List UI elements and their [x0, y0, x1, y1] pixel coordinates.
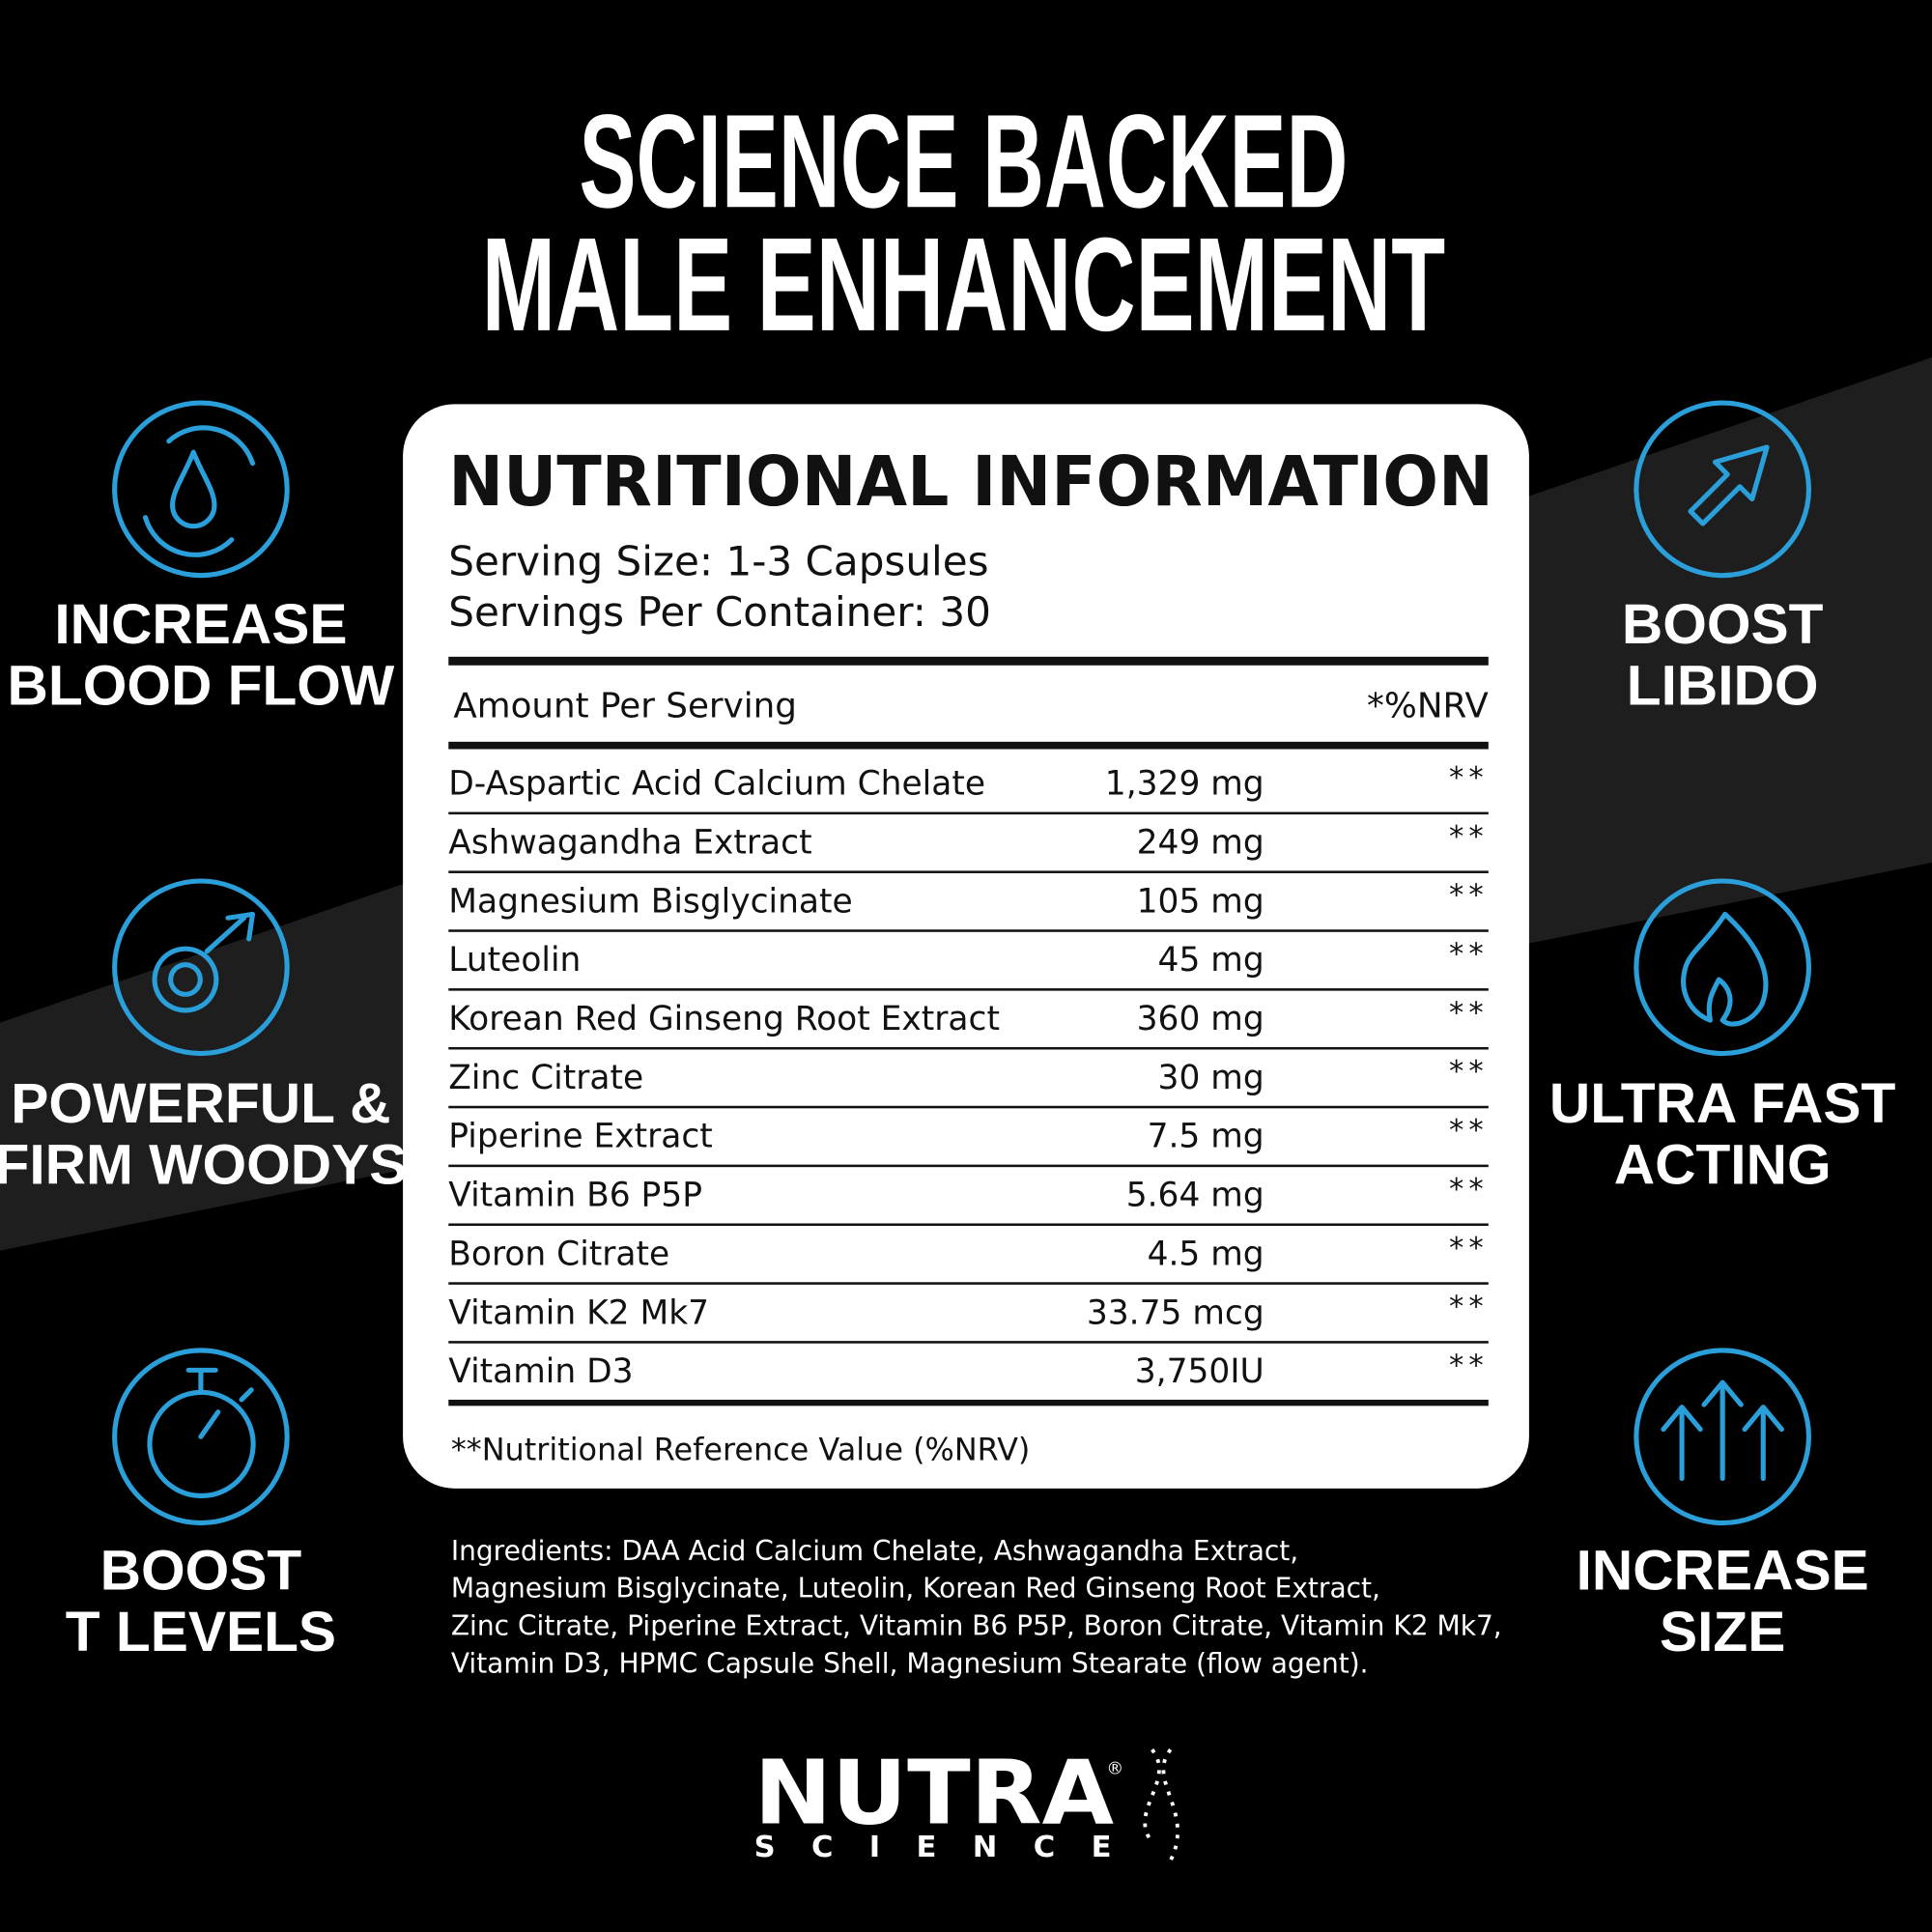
nutrient-nrv: ** — [1449, 996, 1489, 1030]
nutrient-amount: 105 mg — [1137, 882, 1264, 921]
nutrient-nrv: ** — [1449, 1291, 1489, 1324]
nutrient-name: Ashwagandha Extract — [448, 824, 811, 863]
feature-label: INCREASE — [1577, 1539, 1869, 1602]
nutrient-nrv: ** — [1449, 1114, 1489, 1148]
nutrient-name: Vitamin D3 — [448, 1352, 633, 1391]
feature-label: INCREASE — [54, 593, 347, 656]
nutrient-nrv: ** — [1449, 820, 1489, 854]
ingredients: Ingredients: DAA Acid Calcium Chelate, A… — [451, 1535, 1502, 1680]
feature-label: BOOST — [100, 1539, 302, 1602]
icon-circle — [112, 1348, 290, 1526]
icon-circle — [112, 878, 290, 1057]
footnote: **Nutritional Reference Value (%NRV) — [451, 1431, 1030, 1467]
nutrient-amount: 4.5 mg — [1148, 1235, 1264, 1273]
ingredients-line: Vitamin D3, HPMC Capsule Shell, Magnesiu… — [451, 1648, 1369, 1680]
nutrient-nrv: ** — [1449, 1173, 1489, 1207]
nutrient-name: Boron Citrate — [448, 1235, 669, 1273]
ingredients-line: Ingredients: DAA Acid Calcium Chelate, A… — [451, 1535, 1298, 1567]
nutrient-amount: 3,750IU — [1135, 1352, 1264, 1391]
rule — [448, 741, 1489, 750]
nutrient-amount: 5.64 mg — [1126, 1177, 1264, 1215]
nutrient-nrv: ** — [1449, 938, 1489, 972]
nutrient-amount: 360 mg — [1137, 1000, 1264, 1038]
nutrient-nrv: ** — [1449, 1232, 1489, 1265]
row-rule — [448, 1223, 1489, 1227]
panel-title: NUTRITIONAL INFORMATION — [448, 441, 1493, 522]
table-header: Amount Per Serving — [453, 686, 797, 725]
feature-label: BLOOD FLOW — [8, 655, 395, 718]
nutrient-nrv: ** — [1449, 1055, 1489, 1089]
rule — [448, 656, 1489, 666]
icon-timer — [147, 1367, 256, 1498]
nutrient-nrv: ** — [1449, 1349, 1489, 1382]
row-rule — [448, 1164, 1489, 1168]
brand-name: NUTRA — [754, 1742, 1114, 1845]
nutrient-name: Vitamin B6 P5P — [448, 1177, 702, 1215]
feature-label: SIZE — [1660, 1601, 1785, 1663]
nutrient-name: Korean Red Ginseng Root Extract — [448, 1000, 1000, 1038]
nutrient-amount: 30 mg — [1158, 1059, 1264, 1097]
brand-mark: ® — [1106, 1759, 1123, 1779]
icon-circle — [1634, 878, 1811, 1057]
row-rule — [448, 811, 1489, 815]
icon-circle — [1634, 400, 1811, 579]
feature-label: ACTING — [1614, 1134, 1832, 1197]
nutrient-amount: 33.75 mcg — [1087, 1293, 1264, 1332]
feature-label: POWERFUL & — [11, 1072, 390, 1135]
nutrition-panel — [403, 404, 1529, 1489]
dna-graphic — [1143, 1748, 1179, 1861]
table-header: *%NRV — [1367, 686, 1489, 725]
icon-circle — [112, 400, 290, 579]
nutrient-name: Piperine Extract — [448, 1118, 713, 1156]
icon-arrows — [1661, 1379, 1784, 1482]
nutrient-name: Vitamin K2 Mk7 — [448, 1293, 709, 1332]
title-line: MALE ENHANCEMENT — [482, 211, 1445, 359]
icon-male — [152, 911, 256, 1013]
row-rule — [448, 1341, 1489, 1344]
nutrient-nrv: ** — [1449, 879, 1489, 913]
feature-label: FIRM WOODYS — [0, 1134, 407, 1197]
nutrient-name: Luteolin — [448, 941, 581, 980]
feature-label: ULTRA FAST — [1549, 1072, 1896, 1135]
row-rule — [448, 1282, 1489, 1285]
servings-per-container: Servings Per Container: 30 — [448, 588, 991, 636]
nutrient-name: Zinc Citrate — [448, 1059, 643, 1097]
nutrient-amount: 1,329 mg — [1105, 765, 1264, 804]
row-rule — [448, 988, 1489, 991]
icon-circle — [1634, 1348, 1811, 1526]
brand: NUTRA ® SCIENCE — [754, 1742, 1179, 1864]
icon-blood — [142, 425, 256, 557]
nutrient-amount: 45 mg — [1158, 941, 1264, 980]
feature-label: LIBIDO — [1627, 655, 1819, 718]
nutrient-name: Magnesium Bisglycinate — [448, 882, 852, 921]
ingredients-line: Magnesium Bisglycinate, Luteolin, Korean… — [451, 1573, 1380, 1605]
title-line: SCIENCE BACKED — [579, 87, 1348, 236]
brand-sub: SCIENCE — [754, 1831, 1112, 1864]
icons — [112, 400, 1811, 1526]
row-rule — [448, 1105, 1489, 1109]
nutrient-name: D-Aspartic Acid Calcium Chelate — [448, 765, 985, 804]
ingredients-line: Zinc Citrate, Piperine Extract, Vitamin … — [451, 1610, 1502, 1642]
row-rule — [448, 1399, 1489, 1406]
icon-arrow — [1688, 444, 1770, 526]
row-rule — [448, 1046, 1489, 1050]
row-rule — [448, 929, 1489, 932]
nutrient-nrv: ** — [1449, 761, 1489, 795]
serving-size: Serving Size: 1-3 Capsules — [448, 538, 988, 585]
icon-flame — [1681, 911, 1769, 1027]
nutrition-rows: D-Aspartic Acid Calcium Chelate 1,329 mg *… — [448, 761, 1489, 1406]
row-rule — [448, 870, 1489, 873]
nutrient-amount: 249 mg — [1137, 824, 1264, 863]
feature-label: BOOST — [1622, 593, 1824, 656]
feature-label: T LEVELS — [66, 1601, 336, 1663]
nutrient-amount: 7.5 mg — [1148, 1118, 1264, 1156]
